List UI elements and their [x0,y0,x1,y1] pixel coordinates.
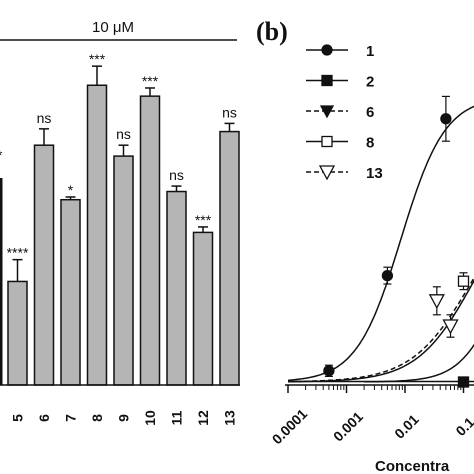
legend-label-6: 6 [366,104,374,121]
bar-category-label-9: 9 [116,414,132,422]
bar-category-label-12: 12 [195,410,211,426]
significance-5: **** [7,245,29,261]
bar-10 [139,95,161,386]
x-tick-label-0.001: 0.001 [330,408,366,444]
bar-category-label-8: 8 [89,414,105,422]
legend-marker-6 [319,105,335,119]
data-point-1 [381,269,394,282]
data-point-1 [440,113,452,125]
bar-category-label-5: 5 [10,414,26,422]
bar-category-label-13: 13 [222,410,238,426]
x-tick-label-0.1: 0.1 [452,414,474,439]
data-point-13 [428,294,445,310]
significance-13: ns [222,104,237,120]
significance-6: ns [37,110,52,126]
bar-truncated [0,178,3,385]
significance-7: * [68,182,74,198]
significance-11: ns [169,167,184,183]
bar-12 [192,231,214,386]
bar-6 [33,144,55,386]
curve-low [364,343,474,383]
bar-chart-panel: 10 μM *****5ns6*7***8ns9***10ns11***12ns… [0,19,240,426]
bar-7 [60,198,81,386]
legend: 1 2 6 8 13 [306,43,383,182]
legend-label-13: 13 [366,165,383,182]
panel-letter-b: (b) [256,17,288,46]
legend-marker-2 [321,74,333,87]
bar-11 [166,190,187,386]
legend-marker-13 [318,165,336,181]
significance-9: ns [116,126,131,142]
data-point-8 [457,275,470,287]
curve-1 [287,105,474,382]
data-point-1 [323,365,335,377]
bar-13 [219,130,240,386]
legend-label-1: 1 [366,43,374,60]
legend-marker-8 [321,135,333,148]
bar-category-label-6: 6 [36,414,52,422]
x-tick-label-0.01: 0.01 [391,411,422,442]
x-axis-label: Concentra [375,458,450,474]
significance-truncated: * [0,147,3,163]
dose-response-panel: (b) 0.0001 0.001 0.01 0.1 Concentra 1 2 6 8 13 [256,17,474,474]
bar-5 [7,280,28,386]
x-tick-label-0.0001: 0.0001 [269,406,311,448]
bar-category-label-11: 11 [169,410,185,425]
legend-label-2: 2 [366,74,374,91]
significance-8: *** [89,51,106,67]
bar-9 [113,155,134,386]
data-point-13 [442,319,459,335]
legend-label-8: 8 [366,135,374,152]
significance-12: *** [195,212,212,228]
bar-category-label-7: 7 [63,414,79,422]
header-concentration-label: 10 μM [92,19,134,36]
bar-8 [86,84,108,386]
bar-category-label-10: 10 [142,410,158,426]
legend-marker-1 [321,44,333,56]
significance-10: *** [142,73,159,89]
